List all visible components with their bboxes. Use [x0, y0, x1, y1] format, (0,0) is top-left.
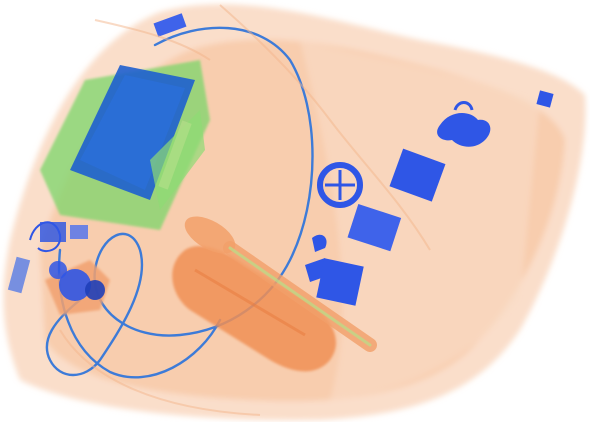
laptop	[40, 60, 210, 230]
cards	[153, 13, 554, 306]
electronics-cluster	[7, 221, 110, 315]
spoon	[184, 216, 377, 352]
bag-strap	[59, 4, 431, 416]
steering-wheel-object	[317, 162, 363, 208]
scissors	[437, 101, 491, 147]
bottle	[172, 245, 336, 372]
